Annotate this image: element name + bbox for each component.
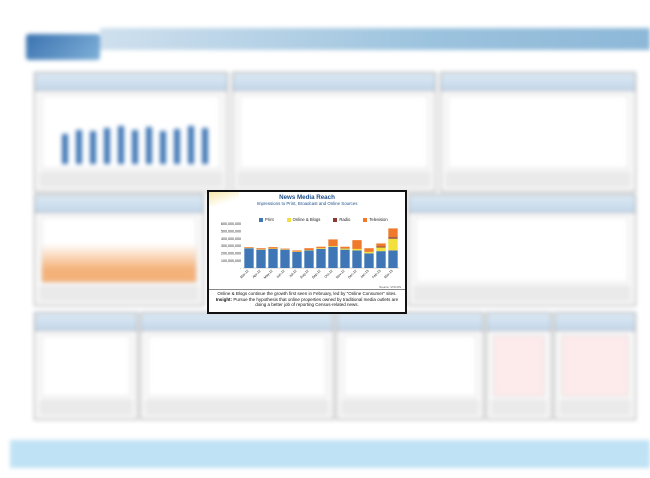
bar-segment-print-apr-12 xyxy=(256,249,266,268)
panel-10 xyxy=(554,312,636,420)
legend-item-television: Television xyxy=(363,216,388,223)
x-tick-label: Dec-12 xyxy=(347,269,358,280)
legend-label-television: Television xyxy=(369,217,388,222)
news-media-reach-card: News Media Reach Impressions to Print, B… xyxy=(207,190,407,314)
panel-1 xyxy=(34,72,228,192)
source-note: Source: VOCUS xyxy=(379,285,401,289)
legend-swatch-print xyxy=(259,217,263,222)
bar-segment-online-blogs-jan-13 xyxy=(364,251,374,254)
card-subtitle: Impressions to Print, Broadcast and Onli… xyxy=(256,201,358,206)
bar-segment-online-blogs-mar-13 xyxy=(388,238,398,251)
legend-swatch-television xyxy=(363,217,368,222)
bar-segment-television-jun-12 xyxy=(280,248,290,250)
legend-item-online-blogs: Online & Blogs xyxy=(286,216,321,223)
panel-8 xyxy=(336,312,484,420)
panel-4 xyxy=(34,194,204,306)
bar-segment-print-sep-12 xyxy=(316,248,326,268)
bar-segment-radio-mar-13 xyxy=(388,237,398,239)
panel-6 xyxy=(34,312,138,420)
y-tick-label: 300,000,000 xyxy=(221,244,241,248)
legend-item-radio: Radio xyxy=(333,216,350,223)
y-tick-label: 400,000,000 xyxy=(221,237,241,241)
legend-label-radio: Radio xyxy=(339,217,351,222)
caption-line: Online & Blogs continue the growth first… xyxy=(217,291,397,296)
x-tick-label: Mar-12 xyxy=(239,269,250,280)
footer-band xyxy=(10,440,650,468)
stacked-bar-chart: 600,000,000 500,000,000 400,000,000 300,000… xyxy=(221,222,399,280)
x-tick-label: Apr-12 xyxy=(252,269,262,279)
card-caption: Online & Blogs continue the growth first… xyxy=(215,291,399,308)
y-tick-label: 500,000,000 xyxy=(221,230,241,234)
bar-segment-online-blogs-feb-13 xyxy=(376,247,386,252)
bar-segment-television-jul-12 xyxy=(292,250,302,252)
bar-segment-online-blogs-nov-12 xyxy=(340,248,350,250)
legend-item-print: Print xyxy=(259,216,274,223)
x-tick-label: Aug-12 xyxy=(299,269,310,280)
bar-segment-television-mar-13 xyxy=(388,228,398,238)
y-tick-label: 200,000,000 xyxy=(221,252,241,256)
bar-segment-print-jan-13 xyxy=(364,253,374,268)
y-tick-label: 600,000,000 xyxy=(221,222,241,226)
x-tick-label: Jul-12 xyxy=(288,269,297,278)
bar-segment-print-oct-12 xyxy=(328,246,338,268)
panel-9 xyxy=(486,312,552,420)
insight-label: Insight: xyxy=(215,296,233,302)
y-tick-label: - xyxy=(240,266,242,270)
chart-legend: Print Online & Blogs Radio Television xyxy=(259,216,388,223)
y-tick-label: 100,000,000 xyxy=(221,259,241,263)
bar-segment-print-aug-12 xyxy=(304,250,314,268)
x-tick-label: Sep-12 xyxy=(311,269,322,280)
bar-segment-television-jan-13 xyxy=(364,248,374,252)
legend-label-print: Print xyxy=(265,217,274,222)
bar-segment-television-feb-13 xyxy=(376,243,386,247)
bar-segment-television-oct-12 xyxy=(328,239,338,246)
header-band xyxy=(100,28,650,50)
x-tick-label: Mar-13 xyxy=(383,269,394,280)
x-tick-label: Feb-13 xyxy=(371,269,382,280)
bar-segment-print-mar-12 xyxy=(244,248,254,268)
bar-segment-television-mar-12 xyxy=(244,247,254,248)
card-divider xyxy=(209,289,405,290)
bar-segment-television-apr-12 xyxy=(256,248,266,250)
logo xyxy=(26,34,100,60)
x-tick-label: Jun-12 xyxy=(276,269,286,279)
x-tick-label: Jan-13 xyxy=(360,269,370,279)
bar-segment-print-may-12 xyxy=(268,248,278,268)
panel-7 xyxy=(140,312,334,420)
corner-decoration xyxy=(209,192,239,206)
bar-segment-television-nov-12 xyxy=(340,246,350,249)
bar-segment-television-aug-12 xyxy=(304,248,314,251)
legend-swatch-online-blogs xyxy=(286,217,291,222)
legend-swatch-radio xyxy=(333,217,338,222)
bar-segment-online-blogs-dec-12 xyxy=(352,248,362,251)
bar-segment-print-mar-13 xyxy=(388,250,398,268)
bar-segment-print-dec-12 xyxy=(352,250,362,268)
bar-segment-television-dec-12 xyxy=(352,240,362,249)
bar-segment-online-blogs-oct-12 xyxy=(328,246,338,247)
bar-segment-television-may-12 xyxy=(268,247,278,249)
bar-segment-online-blogs-sep-12 xyxy=(316,248,326,249)
bar-segment-print-feb-13 xyxy=(376,251,386,268)
bar-segment-television-sep-12 xyxy=(316,246,326,249)
panel-2 xyxy=(232,72,436,192)
x-tick-label: Oct-12 xyxy=(324,269,334,279)
card-header: News Media Reach Impressions to Print, B… xyxy=(209,192,405,208)
insight-text: Pursue the hypothesis that online proper… xyxy=(233,296,399,308)
bar-segment-print-nov-12 xyxy=(340,249,350,268)
bar-segment-print-jun-12 xyxy=(280,249,290,268)
bar-segment-radio-feb-13 xyxy=(376,246,386,248)
legend-label-online-blogs: Online & Blogs xyxy=(292,217,321,222)
x-tick-label: May-12 xyxy=(263,269,274,280)
card-title: News Media Reach xyxy=(279,194,335,201)
panel-5 xyxy=(408,194,636,306)
panel-3 xyxy=(440,72,636,192)
x-tick-label: Nov-12 xyxy=(335,269,346,280)
bar-segment-print-jul-12 xyxy=(292,251,302,268)
